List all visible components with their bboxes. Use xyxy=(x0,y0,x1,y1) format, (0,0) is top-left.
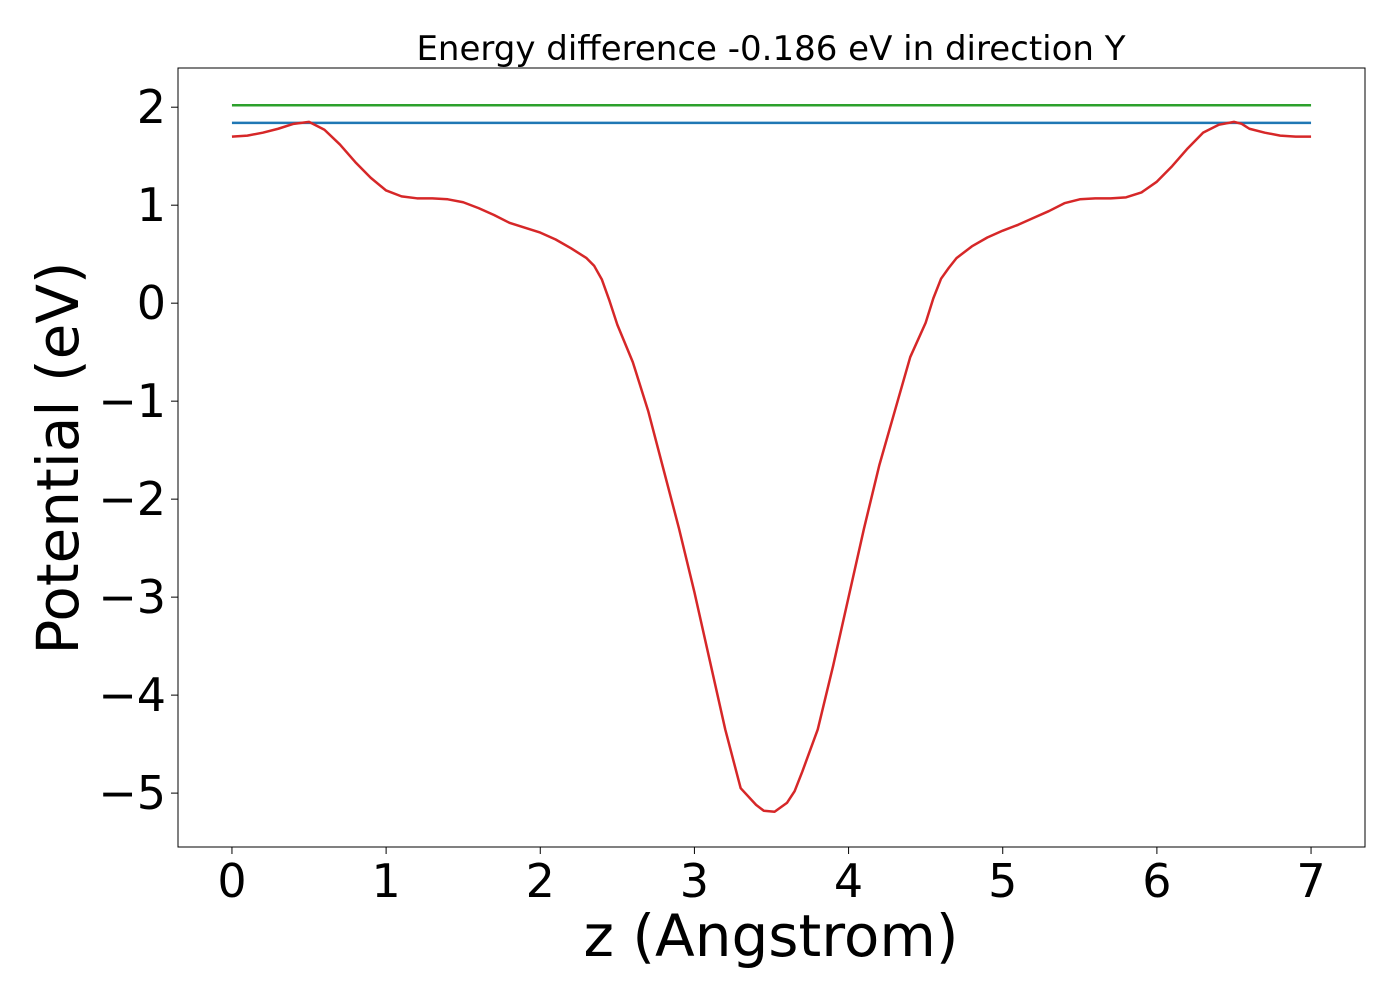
y-tick-label: 1 xyxy=(137,178,166,232)
x-tick-label: 2 xyxy=(526,854,555,908)
x-tick-label: 4 xyxy=(834,854,863,908)
series-line-2 xyxy=(231,120,1312,813)
y-tick-label: −2 xyxy=(98,472,166,526)
y-tick-label: −4 xyxy=(98,668,166,722)
x-tick-label: 0 xyxy=(217,854,246,908)
y-tick-label: 0 xyxy=(137,276,166,330)
y-axis-title: Potential (eV) xyxy=(24,261,92,654)
y-axis: 2 1 0 −1 −2 −3 −4 −5 xyxy=(98,80,178,820)
x-tick-label: 1 xyxy=(371,854,400,908)
x-tick-label: 5 xyxy=(988,854,1017,908)
x-axis: 0 1 2 3 4 5 6 7 xyxy=(217,847,1326,908)
y-tick-label: −1 xyxy=(98,374,166,428)
x-axis-title: z (Angstrom) xyxy=(584,902,959,970)
x-tick-label: 3 xyxy=(680,854,709,908)
y-tick-label: 2 xyxy=(137,80,166,134)
y-tick-label: −3 xyxy=(98,570,166,624)
series-layer xyxy=(231,103,1312,813)
x-tick-label: 7 xyxy=(1296,854,1325,908)
chart-title: Energy difference -0.186 eV in direction… xyxy=(416,29,1125,69)
plot-frame xyxy=(177,67,1366,848)
x-tick-label: 6 xyxy=(1142,854,1171,908)
y-tick-label: −5 xyxy=(98,766,166,820)
